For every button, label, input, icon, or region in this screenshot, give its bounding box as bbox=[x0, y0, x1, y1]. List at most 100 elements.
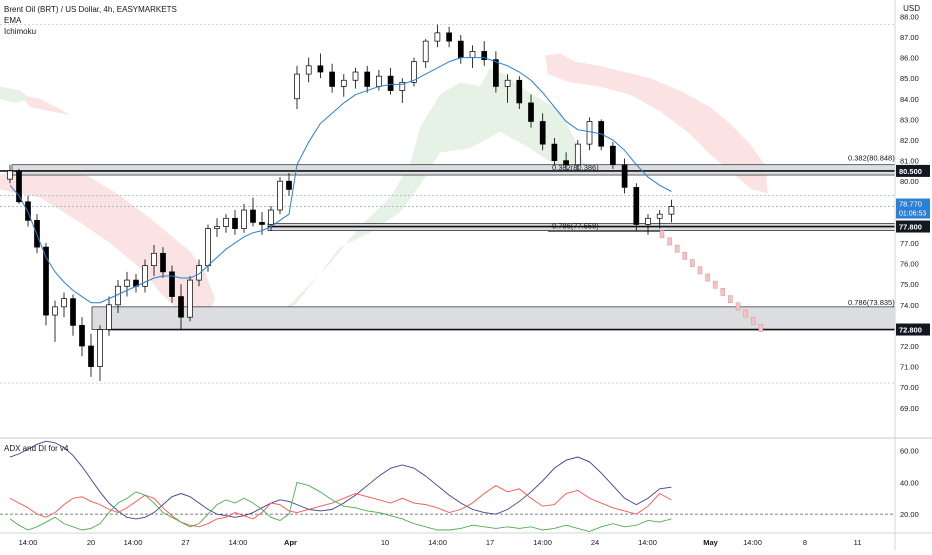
price-tick-label: 80.00 bbox=[900, 177, 919, 186]
projected-candle bbox=[720, 288, 726, 296]
candle-body bbox=[656, 213, 663, 219]
time-tick-label: 17 bbox=[486, 538, 494, 547]
candle-body bbox=[586, 121, 593, 145]
candle bbox=[52, 300, 58, 342]
candle-body bbox=[563, 160, 569, 166]
projected-candle bbox=[674, 244, 680, 253]
price-tick-label: 85.00 bbox=[900, 74, 919, 83]
candle-body bbox=[241, 209, 247, 229]
candle-body bbox=[340, 79, 347, 87]
price-tick-label: 76.00 bbox=[900, 260, 919, 269]
candle bbox=[97, 325, 103, 382]
candle bbox=[551, 137, 558, 165]
candle-body bbox=[539, 121, 546, 145]
time-tick-label: 14:00 bbox=[428, 538, 447, 547]
symbol-title[interactable]: Brent Oil (BRT) / US Dollar, 4h, EASYMAR… bbox=[4, 5, 177, 14]
candle bbox=[411, 57, 417, 87]
candle-body bbox=[668, 206, 675, 215]
candle-body bbox=[160, 252, 166, 273]
candle-body bbox=[457, 40, 464, 58]
candle bbox=[668, 199, 675, 223]
candle bbox=[196, 259, 202, 287]
candle-body bbox=[268, 209, 274, 225]
candle-body bbox=[528, 102, 534, 122]
candle-body bbox=[97, 329, 103, 367]
price-tick-label: 71.00 bbox=[900, 363, 919, 372]
candle-body bbox=[88, 345, 94, 367]
candle-body bbox=[446, 32, 452, 42]
candle-body bbox=[232, 217, 238, 229]
time-axis[interactable]: 14:00 20 14:00 27 14:00 Apr 10 14:00 17 14:00 24 14… bbox=[0, 532, 932, 547]
candle bbox=[434, 24, 441, 48]
candle-body bbox=[493, 59, 499, 87]
ichimoku-cloud bbox=[0, 53, 768, 326]
candle-body bbox=[178, 296, 184, 318]
candle bbox=[178, 284, 184, 330]
candle bbox=[340, 74, 347, 97]
candle bbox=[504, 74, 511, 103]
candle bbox=[250, 197, 256, 227]
candle-body bbox=[399, 81, 406, 91]
candle-body bbox=[551, 143, 558, 161]
candle-body bbox=[633, 187, 640, 225]
candle bbox=[563, 152, 569, 171]
candle-body bbox=[196, 265, 202, 281]
candle bbox=[422, 39, 429, 68]
time-tick-label: 11 bbox=[854, 538, 862, 547]
zone-2 bbox=[91, 306, 896, 330]
candle-body bbox=[516, 79, 523, 104]
candle bbox=[481, 41, 488, 66]
price-tick-label: 77.00 bbox=[900, 239, 919, 248]
time-tick-label: 14:00 bbox=[19, 538, 38, 547]
price-tick-label: 88.00 bbox=[900, 12, 919, 21]
candle-body bbox=[504, 79, 511, 87]
fib-label-0: 0.382(80.848) bbox=[848, 154, 895, 163]
candle-body bbox=[259, 222, 265, 225]
cloud-1 bbox=[20, 94, 70, 116]
time-tick-label: 14:00 bbox=[743, 538, 762, 547]
candle bbox=[187, 275, 193, 322]
adx-title[interactable]: ADX and DI for v4 bbox=[4, 444, 69, 453]
projected-candle bbox=[659, 230, 665, 239]
price-tick-label: 84.00 bbox=[900, 95, 919, 104]
cloud-2 bbox=[0, 86, 30, 103]
candle-body bbox=[61, 298, 67, 308]
candlestick-series bbox=[7, 24, 675, 382]
candle-body bbox=[124, 279, 130, 287]
time-tick-label: 24 bbox=[591, 538, 599, 547]
candle bbox=[214, 218, 220, 237]
candle bbox=[43, 243, 49, 326]
projected-candle bbox=[690, 259, 695, 267]
time-tick-label: Apr bbox=[284, 538, 297, 547]
indicator-ema-label[interactable]: EMA bbox=[4, 16, 22, 25]
candle-body bbox=[277, 180, 283, 211]
candle-body bbox=[422, 40, 429, 63]
candle bbox=[586, 117, 593, 151]
adx-tick-label: 20.00 bbox=[900, 510, 919, 519]
time-tick-label: 10 bbox=[381, 538, 389, 547]
candle bbox=[574, 140, 581, 171]
candle-body bbox=[169, 271, 175, 297]
candle bbox=[61, 292, 67, 318]
candle bbox=[633, 183, 640, 231]
indicator-ichimoku-label[interactable]: Ichimoku bbox=[4, 27, 37, 36]
candle bbox=[7, 164, 13, 184]
candle-body bbox=[376, 75, 382, 87]
cloud-3 bbox=[285, 67, 585, 309]
candle bbox=[142, 259, 148, 293]
price-tick-label: 69.00 bbox=[900, 404, 919, 413]
candle bbox=[528, 94, 534, 128]
candle-body bbox=[411, 61, 417, 83]
candle bbox=[160, 247, 166, 279]
time-tick-label: 20 bbox=[87, 538, 95, 547]
price-axis[interactable]: 88.00 87.00 86.00 85.00 84.00 83.00 82.00 81.00… bbox=[894, 0, 930, 550]
candle-body bbox=[250, 209, 256, 223]
last-price-badge: 78.770 bbox=[899, 200, 922, 209]
chart-legend: Brent Oil (BRT) / US Dollar, 4h, EASYMAR… bbox=[4, 4, 177, 37]
last-price-badge-bg bbox=[896, 198, 930, 219]
candle-body bbox=[151, 252, 157, 267]
price-badge-0: 80.500 bbox=[899, 167, 922, 176]
time-tick-label: 14:00 bbox=[533, 538, 552, 547]
